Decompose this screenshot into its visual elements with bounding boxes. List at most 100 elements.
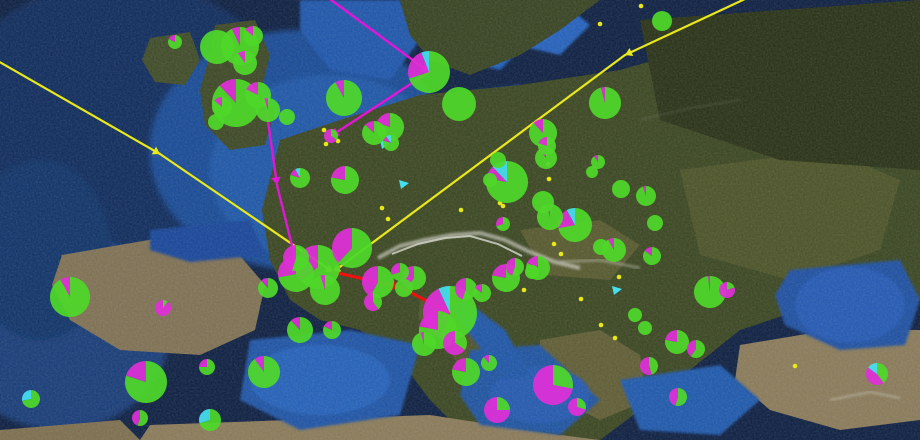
- small-dot-marker[interactable]: [578, 296, 584, 302]
- pie-marker[interactable]: [131, 410, 148, 426]
- pie-marker[interactable]: [324, 129, 338, 143]
- pie-marker[interactable]: [408, 51, 450, 93]
- pie-marker[interactable]: [647, 215, 663, 231]
- pie-marker[interactable]: [168, 35, 183, 49]
- pie-marker[interactable]: [50, 277, 91, 317]
- pie-marker[interactable]: [665, 330, 689, 355]
- pie-marker[interactable]: [243, 26, 263, 47]
- pie-marker[interactable]: [279, 109, 295, 125]
- pie-slice-magenta: [362, 266, 378, 297]
- pie-marker[interactable]: [323, 321, 342, 340]
- pie-marker[interactable]: [538, 137, 556, 155]
- pie-marker[interactable]: [286, 317, 313, 343]
- pie-slice-magenta: [320, 275, 325, 290]
- pie-marker[interactable]: [395, 279, 413, 297]
- pie-marker[interactable]: [208, 114, 224, 130]
- pie-marker[interactable]: [687, 340, 706, 359]
- small-dot-marker[interactable]: [597, 21, 603, 27]
- small-dot-marker[interactable]: [385, 216, 391, 222]
- small-dot-marker[interactable]: [598, 322, 604, 328]
- pie-marker[interactable]: [200, 30, 234, 64]
- small-dot-marker[interactable]: [323, 141, 329, 147]
- cyan-triangle-marker[interactable]: [399, 180, 409, 189]
- pie-marker[interactable]: [586, 166, 598, 178]
- small-dot-marker[interactable]: [521, 287, 527, 293]
- small-dot-marker[interactable]: [500, 203, 506, 209]
- pie-marker[interactable]: [589, 87, 621, 119]
- pie-marker[interactable]: [125, 361, 168, 404]
- pie-marker[interactable]: [593, 239, 609, 255]
- small-dot-marker[interactable]: [321, 127, 327, 133]
- pie-marker[interactable]: [258, 278, 279, 298]
- small-dot-marker[interactable]: [546, 176, 552, 182]
- pie-marker[interactable]: [612, 180, 630, 198]
- small-dot-marker[interactable]: [616, 274, 622, 280]
- pie-marker[interactable]: [283, 245, 310, 272]
- pie-marker[interactable]: [383, 135, 399, 151]
- pie-slice-green: [163, 300, 168, 308]
- pie-marker[interactable]: [490, 152, 506, 168]
- pie-marker[interactable]: [533, 365, 574, 405]
- pie-marker[interactable]: [636, 186, 657, 207]
- pie-marker[interactable]: [391, 263, 410, 282]
- small-dot-marker[interactable]: [379, 205, 385, 211]
- pie-marker[interactable]: [568, 398, 586, 417]
- small-dot-marker[interactable]: [612, 335, 618, 341]
- pie-slice-green: [473, 284, 491, 302]
- pie-slice-green: [612, 180, 630, 198]
- pie-marker[interactable]: [233, 51, 258, 75]
- small-dot-marker[interactable]: [558, 251, 564, 257]
- pie-marker[interactable]: [669, 388, 688, 406]
- pie-marker[interactable]: [496, 217, 511, 232]
- pie-marker[interactable]: [331, 166, 360, 195]
- small-dot-marker[interactable]: [335, 138, 341, 144]
- pie-marker[interactable]: [640, 357, 658, 375]
- pie-marker[interactable]: [362, 266, 394, 298]
- small-dot-marker[interactable]: [792, 363, 798, 369]
- pie-slice-magenta: [391, 263, 400, 275]
- pie-marker[interactable]: [591, 155, 606, 170]
- pie-marker[interactable]: [557, 208, 592, 243]
- pie-marker[interactable]: [364, 293, 383, 312]
- pie-marker[interactable]: [198, 409, 221, 431]
- small-dot-marker[interactable]: [551, 241, 557, 247]
- pie-marker[interactable]: [718, 282, 735, 298]
- pie-marker[interactable]: [362, 121, 386, 146]
- pie-marker[interactable]: [866, 363, 889, 386]
- small-dot-marker[interactable]: [458, 207, 464, 213]
- pie-markers[interactable]: [22, 11, 889, 431]
- pie-marker[interactable]: [154, 300, 172, 316]
- pie-marker[interactable]: [532, 191, 554, 213]
- pie-marker[interactable]: [628, 308, 642, 322]
- pie-marker[interactable]: [505, 258, 524, 276]
- pie-marker[interactable]: [638, 321, 652, 335]
- pie-marker[interactable]: [412, 332, 436, 357]
- pie-marker[interactable]: [693, 276, 726, 308]
- flow-line[interactable]: [323, 0, 431, 74]
- cyan-triangle-marker[interactable]: [612, 286, 622, 295]
- pie-marker[interactable]: [256, 98, 280, 123]
- pie-marker[interactable]: [525, 265, 539, 279]
- pie-marker[interactable]: [483, 173, 497, 187]
- pie-marker[interactable]: [443, 331, 468, 356]
- pie-marker[interactable]: [452, 358, 480, 387]
- small-dot-marker[interactable]: [638, 3, 644, 9]
- pie-marker[interactable]: [473, 283, 491, 302]
- flow-line[interactable]: [0, 60, 335, 274]
- pie-marker[interactable]: [290, 168, 310, 188]
- pie-marker[interactable]: [22, 390, 40, 408]
- pie-marker[interactable]: [484, 397, 510, 423]
- pie-marker[interactable]: [652, 11, 672, 31]
- pie-marker[interactable]: [442, 87, 476, 121]
- pie-marker[interactable]: [332, 228, 373, 268]
- pie-marker[interactable]: [642, 247, 661, 265]
- pie-marker[interactable]: [199, 359, 215, 375]
- pie-marker[interactable]: [310, 275, 341, 306]
- pie-marker[interactable]: [326, 80, 363, 116]
- pie-marker[interactable]: [212, 97, 233, 118]
- pie-marker[interactable]: [481, 355, 497, 371]
- pie-marker[interactable]: [248, 356, 280, 389]
- pie-marker[interactable]: [455, 278, 478, 301]
